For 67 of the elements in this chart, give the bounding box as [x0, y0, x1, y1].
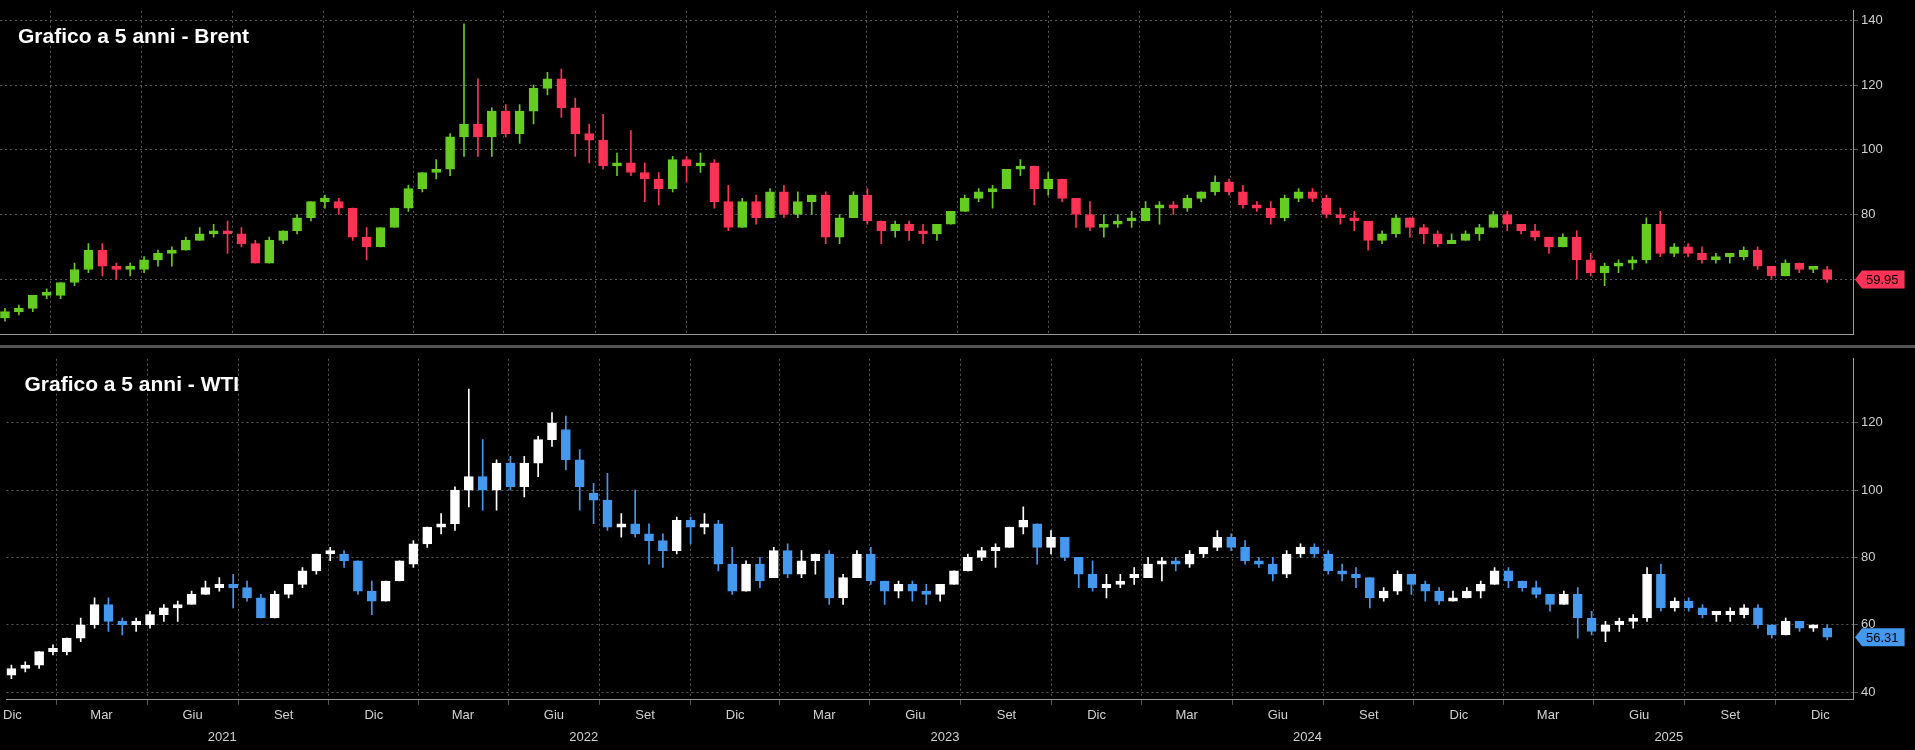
candlestick: [1126, 210, 1137, 228]
y-tick-label: 80: [1861, 206, 1876, 222]
y-tick-label: 40: [1861, 683, 1876, 699]
x-tick-label: Mar: [813, 707, 837, 723]
candlestick: [172, 600, 183, 622]
x-tick-label: Dic: [725, 707, 746, 723]
candlestick: [639, 162, 650, 202]
x-tick-label: Giu: [1629, 707, 1650, 723]
candlestick: [918, 223, 928, 244]
candlestick: [1335, 207, 1346, 225]
candlestick: [630, 489, 640, 538]
candlestick: [111, 262, 122, 280]
x-tick-label: Dic: [3, 707, 23, 723]
y-tick-label: 100: [1861, 141, 1883, 157]
x-tick-label: Dic: [1087, 707, 1107, 723]
x-tick-label: Mar: [1175, 707, 1199, 723]
candlestick: [584, 123, 595, 164]
x-tick-label: Set: [635, 707, 656, 723]
candlestick: [1157, 557, 1167, 582]
x-tick-label: Set: [1359, 707, 1379, 723]
candlestick: [431, 159, 442, 180]
x-tick-label: Set: [996, 707, 1017, 723]
x-tick-label: Set: [1720, 707, 1741, 723]
candlestick: [117, 617, 128, 636]
candlestick: [921, 584, 932, 605]
candlestick: [644, 523, 654, 565]
y-tick-label: 100: [1861, 481, 1883, 497]
x2-tick-label: 2024: [1292, 728, 1322, 744]
y-tick-label: 120: [1861, 76, 1883, 92]
candlestick: [1099, 214, 1109, 238]
y-tick-label: 140: [1861, 12, 1883, 28]
candlestick: [459, 23, 469, 157]
x-tick-label: Mar: [451, 707, 475, 723]
candlestick: [1351, 567, 1361, 589]
candlestick: [626, 130, 636, 177]
text: 59.95: [1866, 271, 1899, 287]
candlestick: [616, 513, 627, 538]
y-tick-label: 80: [1861, 548, 1876, 564]
x2-tick-label: 2023: [930, 728, 960, 744]
x-tick-label: Mar: [90, 707, 114, 723]
candlestick: [436, 513, 446, 535]
x-tick-label: Dic: [1449, 707, 1469, 723]
x2-tick-label: 2022: [569, 728, 599, 744]
text: Grafico a 5 anni - Brent: [18, 23, 250, 47]
x2-tick-label: 2025: [1654, 728, 1684, 744]
x-tick-label: Mar: [1536, 707, 1560, 723]
candlestick: [228, 573, 239, 609]
x-tick-label: Set: [273, 707, 294, 723]
candlestick: [167, 246, 177, 267]
x-tick-label: Dic: [364, 707, 384, 723]
candlestick: [1129, 567, 1140, 585]
candlestick: [477, 439, 488, 511]
y-tick-label: 120: [1861, 414, 1883, 430]
candlestick: [1349, 210, 1360, 232]
candlestick: [464, 388, 474, 508]
x-tick-label: Giu: [543, 707, 565, 723]
y-tick-label: 60: [1861, 616, 1876, 632]
x-tick-label: Dic: [1810, 707, 1831, 723]
x-tick-label: Giu: [182, 707, 203, 723]
text: Grafico a 5 anni - WTI: [24, 371, 240, 395]
candlestick: [612, 152, 622, 177]
candlestick: [473, 78, 483, 157]
x2-tick-label: 2021: [207, 728, 237, 744]
x-tick-label: Giu: [1267, 707, 1288, 723]
x-tick-label: Giu: [905, 707, 926, 723]
text: 56.31: [1866, 629, 1899, 645]
candlestick: [1337, 563, 1347, 582]
